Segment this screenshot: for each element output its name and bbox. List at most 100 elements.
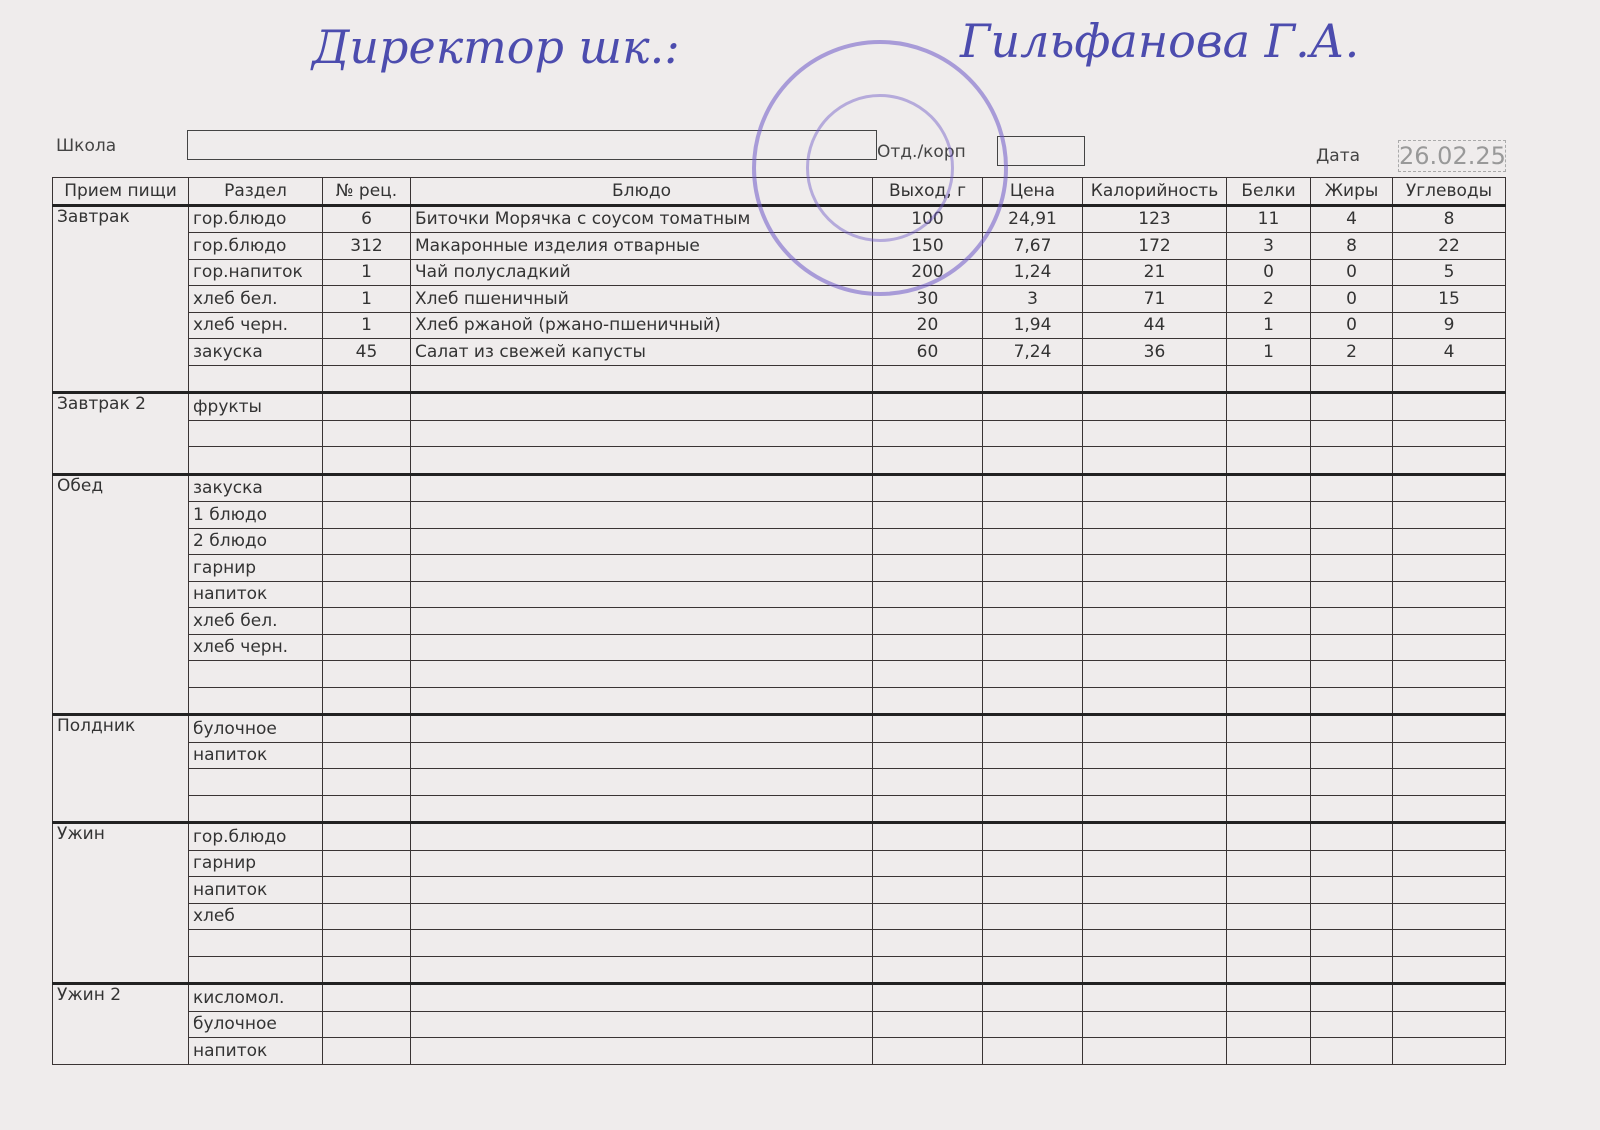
cell [872,472,983,502]
cell [1310,686,1393,715]
cell [410,501,873,529]
stamp [752,40,1008,296]
cell [1392,580,1506,608]
cell [1392,794,1506,823]
menu-row: 1 блюдо [53,501,1506,529]
cell: 172 [1082,232,1227,260]
cell [1310,580,1393,608]
cell [188,768,323,796]
cell [1392,982,1506,1012]
cell [982,902,1083,930]
cell [1310,660,1393,688]
cell [872,527,983,555]
cell [410,929,873,957]
cell [1392,955,1506,984]
cell: напиток [188,1037,323,1065]
cell [1226,391,1311,421]
cell [1226,1010,1311,1038]
cell [1392,768,1506,796]
cell: булочное [188,1010,323,1038]
cell [410,768,873,796]
menu-row [53,768,1506,796]
cell [1082,501,1227,529]
cell [982,419,1083,447]
menu-row [53,955,1506,984]
cell [1082,607,1227,635]
cell [872,607,983,635]
cell [410,849,873,877]
cell [322,794,411,823]
cell: Хлеб ржаной (ржано-пшеничный) [410,311,873,339]
cell [1226,472,1311,502]
cell [1226,794,1311,823]
cell [1226,768,1311,796]
cell [982,364,1083,393]
cell [1310,419,1393,447]
cell: 71 [1082,285,1227,313]
cell [1082,527,1227,555]
cell [1392,876,1506,904]
cell [322,446,411,475]
department-field [997,136,1085,166]
cell [188,419,323,447]
cell: 6 [322,203,411,233]
cell [982,660,1083,688]
cell: хлеб [188,902,323,930]
cell [1392,527,1506,555]
cell: 1,24 [982,258,1083,286]
cell [322,902,411,930]
menu-row: хлеб бел. [53,607,1506,635]
cell: закуска [188,338,323,366]
cell [1392,821,1506,851]
cell [982,741,1083,769]
cell [1226,527,1311,555]
cell: напиток [188,876,323,904]
cell [982,580,1083,608]
cell [1082,876,1227,904]
cell [1226,713,1311,743]
cell [410,660,873,688]
cell [1392,391,1506,421]
cell: Хлеб пшеничный [410,285,873,313]
cell [982,982,1083,1012]
cell [982,554,1083,582]
cell: хлеб черн. [188,311,323,339]
cell [188,364,323,393]
cell [1082,713,1227,743]
cell [322,364,411,393]
cell [1082,660,1227,688]
menu-row: напиток [53,580,1506,608]
cell: 20 [872,311,983,339]
cell: 0 [1310,258,1393,286]
cell [1082,1010,1227,1038]
cell [410,902,873,930]
cell: закуска [188,472,323,502]
cell [1392,660,1506,688]
cell [1392,419,1506,447]
cell [322,768,411,796]
cell: 2 [1226,285,1311,313]
cell [1310,633,1393,661]
cell [872,982,983,1012]
cell [322,929,411,957]
cell: 4 [1392,338,1506,366]
cell [872,633,983,661]
cell: 11 [1226,203,1311,233]
cell [982,955,1083,984]
cell: 8 [1310,232,1393,260]
cell [1310,391,1393,421]
cell: 3 [1226,232,1311,260]
signature-label: Директор шк.: [312,20,680,74]
cell [410,391,873,421]
cell [1310,794,1393,823]
cell [1226,955,1311,984]
column-header: Белки [1226,177,1311,206]
cell [982,876,1083,904]
cell [322,501,411,529]
menu-row [53,660,1506,688]
menu-row: закуска 45 Салат из свежей капусты 60 7,24 36… [53,338,1506,366]
column-header: Жиры [1310,177,1393,206]
menu-row: хлеб черн. [53,633,1506,661]
menu-row [53,364,1506,393]
